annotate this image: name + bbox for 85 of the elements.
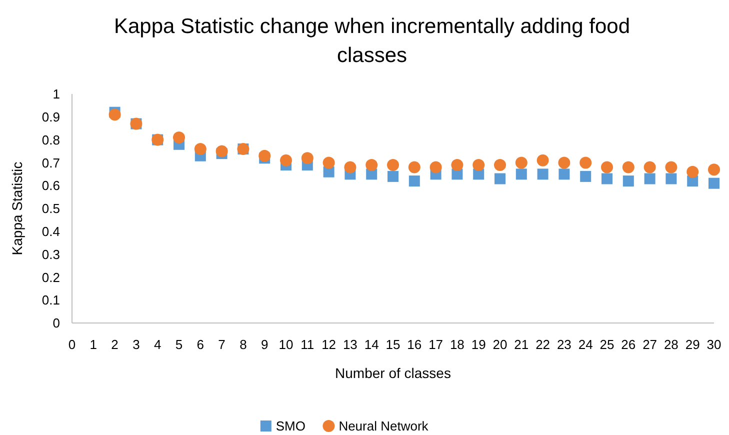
y-tick-label: 0.8 [42, 132, 60, 148]
x-tick-label: 8 [240, 337, 247, 352]
legend-label: Neural Network [338, 418, 429, 434]
x-tick-label: 30 [706, 337, 722, 352]
point [408, 176, 420, 187]
x-tick-label: 22 [536, 337, 550, 352]
x-axis-title: Number of classes [335, 365, 451, 381]
y-tick-label: 0.6 [42, 178, 60, 194]
point [173, 132, 185, 144]
point [194, 142, 206, 155]
x-tick-label: 25 [600, 337, 614, 352]
point [644, 173, 656, 184]
point [536, 154, 549, 166]
y-tick-label: 0.3 [42, 246, 60, 262]
y-tick-label: 0.4 [42, 224, 60, 239]
point [580, 170, 592, 182]
x-tick-label: 14 [364, 337, 379, 352]
point [494, 173, 506, 184]
point [108, 108, 121, 121]
point [580, 156, 592, 169]
y-tick-label: 0.9 [42, 109, 60, 124]
y-tick-label: 1 [52, 86, 60, 102]
y-tick-label: 0.5 [42, 201, 60, 216]
point [388, 170, 398, 182]
x-tick-label: 13 [342, 337, 358, 352]
y-tick-label: 0.1 [42, 292, 60, 308]
point [601, 161, 613, 174]
point [686, 166, 699, 178]
legend-label: SMO [276, 418, 306, 434]
x-tick-label: 19 [471, 337, 486, 352]
y-tick-label: 0 [52, 316, 60, 331]
point [666, 173, 677, 184]
x-tick-label: 6 [196, 337, 204, 352]
x-tick-label: 20 [492, 337, 508, 352]
x-tick-label: 10 [278, 337, 294, 352]
point [472, 158, 485, 171]
point [322, 156, 335, 169]
point [558, 168, 570, 180]
point [258, 150, 271, 162]
point [708, 178, 720, 189]
point [537, 168, 548, 180]
x-tick-label: 23 [556, 337, 572, 352]
point [344, 161, 356, 174]
point [216, 145, 228, 158]
x-tick-label: 0 [68, 337, 76, 352]
x-tick-label: 15 [386, 337, 400, 352]
point [387, 158, 399, 171]
x-tick-label: 26 [621, 337, 636, 352]
x-tick-label: 3 [132, 337, 140, 352]
x-tick-label: 11 [300, 337, 314, 352]
x-tick-label: 16 [407, 337, 422, 352]
x-tick-label: 28 [664, 337, 678, 352]
point [515, 156, 528, 169]
point [494, 158, 506, 171]
x-tick-label: 29 [685, 337, 700, 352]
x-tick-label: 17 [428, 337, 444, 352]
point [430, 161, 442, 174]
point [516, 168, 527, 180]
point [558, 156, 570, 169]
point [708, 164, 720, 176]
point [366, 158, 378, 171]
x-tick-label: 9 [260, 337, 268, 352]
chart-title: Kappa Statistic change when incrementally adding food classes [114, 15, 630, 67]
x-tick-label: 12 [322, 337, 336, 352]
x-tick-label: 18 [450, 337, 464, 352]
point [622, 161, 634, 174]
x-tick-label: 1 [90, 337, 98, 352]
y-axis-title: Kappa Statistic [9, 162, 25, 256]
point [665, 161, 678, 174]
y-tick-label: 0.7 [42, 155, 60, 170]
x-tick-label: 24 [578, 337, 593, 352]
x-tick-label: 7 [218, 337, 226, 352]
point [301, 152, 314, 164]
x-tick-label: 5 [175, 337, 183, 352]
point [451, 158, 464, 171]
y-tick-label: 0.2 [42, 270, 60, 285]
x-tick-label: 4 [154, 337, 162, 352]
x-tick-label: 27 [642, 337, 658, 352]
x-tick-label: 2 [111, 337, 118, 352]
x-tick-label: 21 [514, 337, 529, 352]
point [280, 154, 292, 166]
point [622, 176, 634, 187]
point [408, 161, 420, 174]
point [602, 173, 612, 184]
point [644, 161, 656, 174]
